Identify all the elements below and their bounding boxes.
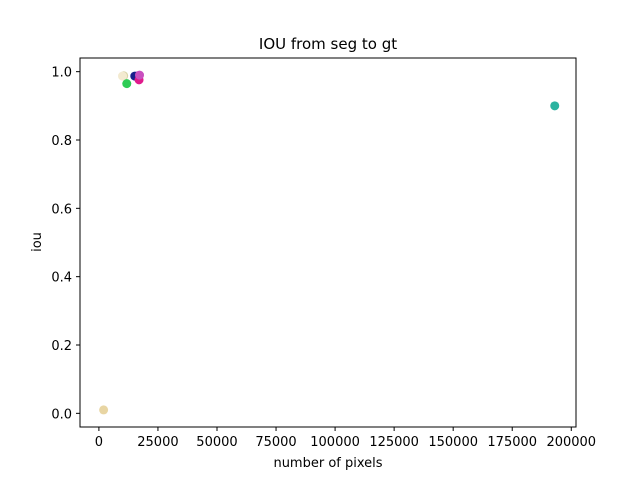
- scatter-point: [135, 71, 144, 80]
- y-tick-label: 0.0: [51, 407, 72, 422]
- scatter-point: [99, 405, 108, 414]
- x-tick-label: 100000: [310, 435, 360, 450]
- y-tick-label: 1.0: [51, 66, 72, 81]
- x-tick-label: 175000: [487, 435, 537, 450]
- x-tick-label: 75000: [255, 435, 296, 450]
- x-tick-label: 50000: [196, 435, 237, 450]
- scatter-point: [118, 72, 127, 81]
- y-tick-label: 0.4: [51, 271, 72, 286]
- x-tick-label: 25000: [137, 435, 178, 450]
- scatter-point: [122, 79, 131, 88]
- x-tick-label: 0: [95, 435, 103, 450]
- y-axis-label: iou: [30, 232, 45, 252]
- y-tick-label: 0.2: [51, 339, 72, 354]
- y-tick-label: 0.8: [51, 134, 72, 149]
- scatter-point: [550, 101, 559, 110]
- x-tick-label: 125000: [369, 435, 419, 450]
- y-tick-label: 0.6: [51, 202, 72, 217]
- x-tick-label: 200000: [546, 435, 596, 450]
- x-axis-label: number of pixels: [273, 456, 382, 471]
- x-tick-label: 150000: [428, 435, 478, 450]
- chart-title: IOU from seg to gt: [259, 35, 397, 53]
